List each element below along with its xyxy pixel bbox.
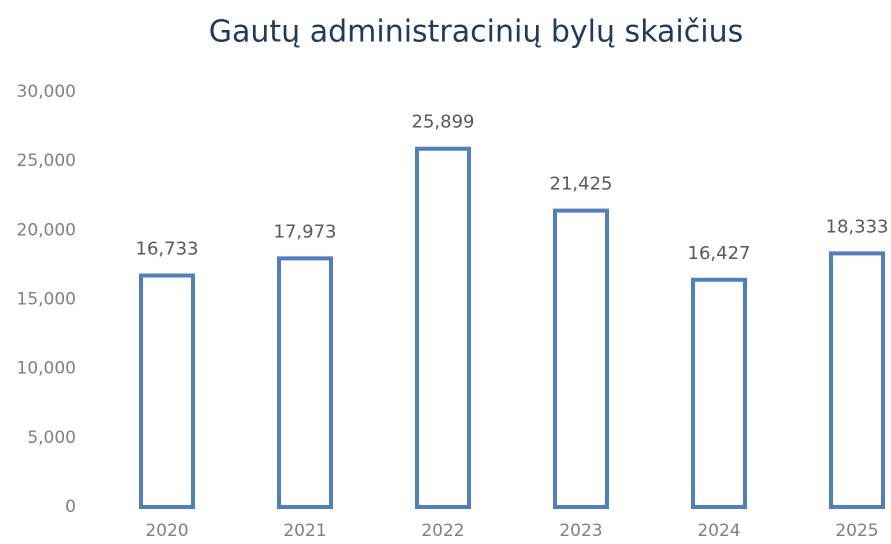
- value-label: 17,973: [274, 221, 337, 242]
- value-label: 16,427: [688, 243, 751, 264]
- value-label: 16,733: [136, 239, 199, 260]
- y-tick-label: 30,000: [17, 82, 76, 102]
- x-tick-label: 2021: [283, 521, 326, 541]
- value-label: 18,333: [826, 216, 889, 237]
- bar: [829, 251, 885, 509]
- x-tick-label: 2020: [145, 521, 188, 541]
- value-label: 25,899: [412, 112, 475, 133]
- y-tick-label: 25,000: [17, 151, 76, 171]
- value-label: 21,425: [550, 174, 613, 195]
- y-tick-label: 5,000: [27, 428, 76, 448]
- x-tick-label: 2024: [697, 521, 740, 541]
- bar: [691, 277, 747, 509]
- x-tick-label: 2023: [559, 521, 602, 541]
- bar: [139, 273, 195, 509]
- bar: [553, 208, 609, 510]
- y-tick-label: 10,000: [17, 359, 76, 379]
- x-tick-label: 2025: [835, 521, 878, 541]
- bar: [415, 146, 471, 509]
- x-tick-label: 2022: [421, 521, 464, 541]
- bar: [277, 256, 333, 509]
- y-tick-label: 20,000: [17, 220, 76, 240]
- chart-title: Gautų administracinių bylų skaičius: [209, 15, 743, 50]
- y-tick-label: 15,000: [17, 290, 76, 310]
- y-tick-label: 0: [65, 497, 76, 517]
